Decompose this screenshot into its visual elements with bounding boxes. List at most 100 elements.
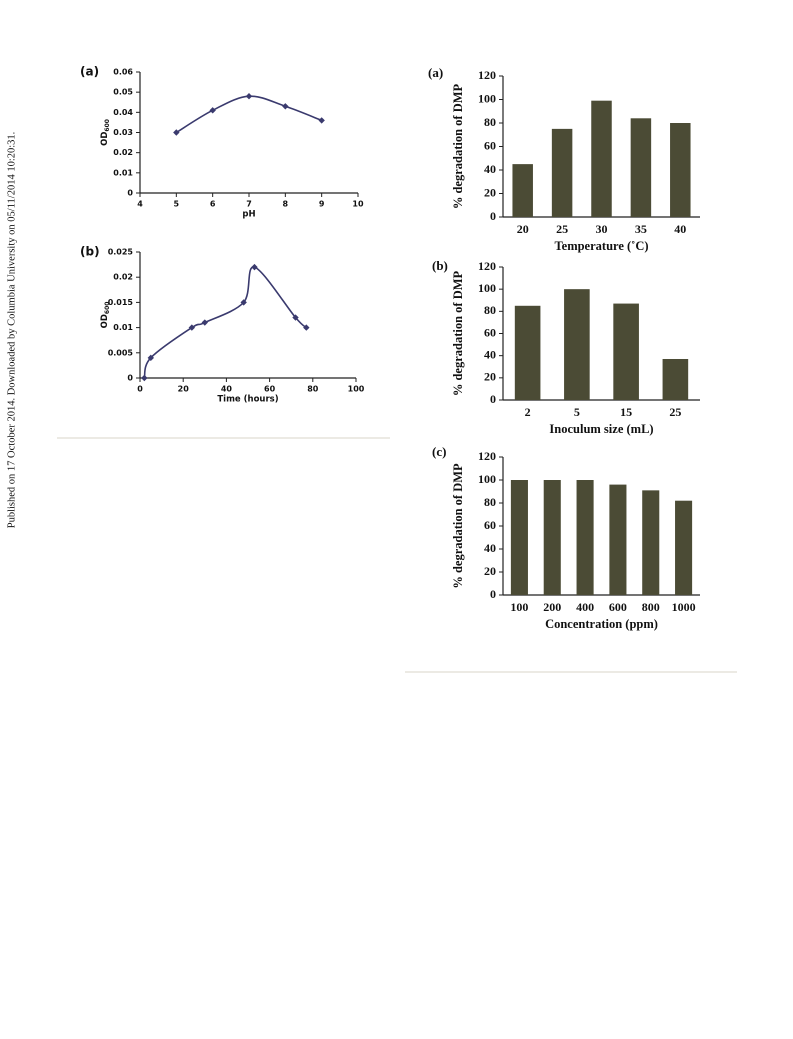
y-axis-label: % degradation of DMP [451, 270, 465, 396]
x-axis-label: Concentration (ppm) [545, 617, 658, 631]
point [240, 299, 247, 306]
y-tick-label: 80 [484, 115, 496, 129]
x-tick-label: 35 [635, 222, 647, 236]
bar [591, 100, 612, 217]
x-tick-label: 100 [510, 600, 528, 614]
panel-label: (a) [80, 65, 99, 79]
bar [675, 500, 693, 595]
y-axis-label: OD600 [100, 302, 111, 329]
panel-label: (b) [80, 245, 100, 259]
point [245, 93, 253, 100]
y-axis-label: OD600 [100, 119, 111, 146]
point [292, 314, 299, 321]
y-tick-label: 20 [484, 370, 496, 384]
bar [630, 118, 652, 217]
point [141, 374, 148, 382]
x-tick-label: 80 [307, 385, 319, 394]
bar [510, 480, 528, 595]
y-tick-label: 0.025 [108, 248, 134, 257]
x-tick-label: 9 [319, 200, 325, 209]
x-tick-label: 600 [609, 600, 627, 614]
x-tick-label: 2 [525, 405, 531, 419]
y-tick-label: 0.03 [113, 128, 133, 137]
x-tick-label: 200 [543, 600, 561, 614]
y-tick-label: 0.005 [108, 348, 134, 357]
x-tick-label: 40 [674, 222, 686, 236]
y-tick-label: 0.06 [113, 68, 133, 77]
y-axis-label: % degradation of DMP [451, 463, 465, 589]
point [282, 103, 289, 110]
point [201, 319, 208, 326]
y-tick-label: 20 [484, 564, 496, 578]
panel-label: (b) [432, 258, 448, 273]
bar [564, 289, 590, 400]
x-tick-label: 8 [283, 200, 289, 209]
x-tick-label: 10 [352, 200, 364, 209]
x-axis-label: Temperature (˚C) [554, 239, 648, 253]
x-tick-label: 0 [137, 385, 143, 394]
x-tick-label: 5 [174, 200, 180, 209]
y-tick-label: 0 [127, 374, 133, 383]
chart: (a) 0 0.01 0.02 0.03 0.04 0.05 0.06 OD600 pH 4 5 6 7 8… [80, 65, 364, 220]
y-tick-label: 40 [484, 541, 496, 555]
chart: (b) 0 20 40 60 80 100 120 % degradation of DMP In… [432, 258, 700, 436]
bar [551, 128, 573, 217]
y-axis-label-text: % degradation of DMP [451, 463, 465, 589]
x-tick-label: 800 [642, 600, 660, 614]
y-tick-label: 60 [484, 518, 496, 532]
x-tick-label: 20 [517, 222, 529, 236]
y-axis-label: % degradation of DMP [451, 83, 465, 209]
x-tick-label: 60 [264, 385, 276, 394]
x-tick-label: 15 [620, 405, 632, 419]
x-tick-label: 40 [221, 385, 233, 394]
y-axis-label-text: % degradation of DMP [451, 270, 465, 396]
point [303, 324, 310, 331]
y-axis-label-text: OD [100, 314, 110, 328]
x-tick-label: 1000 [672, 600, 696, 614]
y-tick-label: 40 [484, 162, 496, 176]
y-tick-label: 0.015 [108, 298, 134, 307]
x-axis-label: Inoculum size (mL) [549, 422, 653, 436]
x-tick-label: 7 [246, 200, 252, 209]
y-tick-label: 80 [484, 303, 496, 317]
y-tick-label: 0.04 [113, 108, 133, 117]
x-tick-label: 25 [669, 405, 681, 419]
y-tick-label: 120 [478, 68, 496, 82]
point [188, 324, 196, 331]
point [209, 107, 216, 114]
y-tick-label: 80 [484, 495, 496, 509]
x-axis-label: Time (hours) [217, 395, 278, 405]
point [251, 263, 258, 271]
x-tick-label: 400 [576, 600, 594, 614]
bar [662, 358, 689, 400]
bar [512, 164, 533, 217]
x-tick-label: 20 [178, 385, 190, 394]
bar [642, 490, 660, 595]
y-tick-label: 60 [484, 325, 496, 339]
chart: (c) 0 20 40 60 80 100 120 % degradation of DMP Co… [432, 444, 700, 631]
bar [543, 480, 561, 595]
chart: (a) 0 20 40 60 80 100 120 % degradation of DMP Te… [428, 65, 700, 253]
y-tick-label: 20 [484, 185, 496, 199]
x-tick-label: 4 [137, 200, 143, 209]
y-tick-label: 100 [478, 91, 496, 105]
x-axis-label: pH [242, 210, 255, 220]
y-tick-label: 0.01 [113, 168, 133, 177]
y-tick-label: 0 [490, 209, 496, 223]
bar [670, 123, 691, 217]
y-tick-label: 0 [490, 392, 496, 406]
side-note: Published on 17 October 2014. Downloaded… [6, 132, 17, 529]
bar [613, 303, 639, 400]
y-tick-label: 60 [484, 138, 496, 152]
y-tick-label: 120 [478, 449, 496, 463]
panel-label: (a) [428, 65, 443, 80]
y-tick-label: 0.05 [113, 88, 133, 97]
panel-label: (c) [432, 444, 446, 459]
y-axis-label-text: OD [100, 132, 110, 146]
point [318, 117, 325, 124]
y-tick-label: 120 [478, 259, 496, 273]
x-tick-label: 30 [596, 222, 608, 236]
y-tick-label: 0.02 [113, 273, 133, 282]
